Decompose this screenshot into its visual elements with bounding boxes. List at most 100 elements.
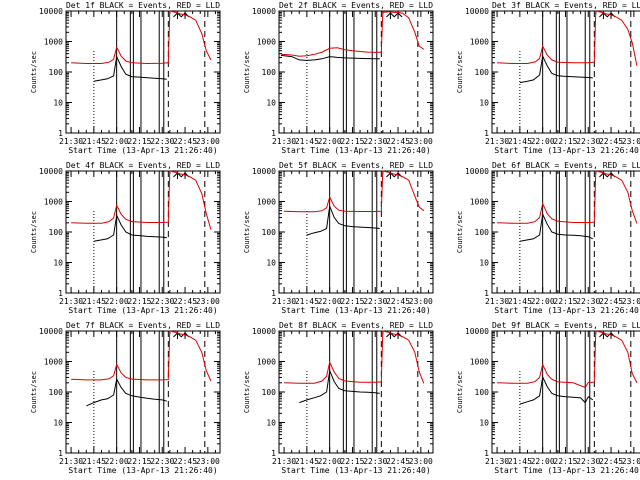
- x-tick-label: 22:45: [173, 137, 197, 146]
- series-events-line: [280, 54, 380, 61]
- y-tick-label: 10000: [465, 7, 489, 16]
- series-events-line: [306, 204, 380, 236]
- y-tick-label: 1: [484, 289, 489, 298]
- x-tick-label: 22:15: [127, 297, 151, 306]
- y-tick-label: 10: [266, 419, 276, 428]
- y-tick-label: 10000: [465, 327, 489, 336]
- plot-frame: [65, 170, 221, 294]
- y-tick-label: 100: [49, 388, 64, 397]
- x-tick-label: 21:45: [295, 137, 319, 146]
- x-tick-label: 21:30: [485, 457, 509, 466]
- x-tick-label: 22:00: [105, 297, 129, 306]
- x-axis-label: Start Time (13-Apr-13 21:26:40): [281, 466, 430, 475]
- x-tick-label: 21:30: [59, 137, 83, 146]
- x-axis-label: Start Time (13-Apr-13 21:26:40): [68, 306, 217, 315]
- panel-title: Det 4f BLACK = Events, RED = LLD: [66, 161, 220, 170]
- x-tick-label: 21:45: [508, 137, 532, 146]
- x-tick-label: 22:00: [531, 457, 555, 466]
- x-tick-label: 22:30: [363, 457, 387, 466]
- y-tick-label: 1000: [257, 38, 276, 47]
- x-tick-label: 21:30: [485, 137, 509, 146]
- y-tick-label: 100: [49, 228, 64, 237]
- series-lld-line: [284, 170, 425, 213]
- x-tick-label: 21:45: [82, 137, 106, 146]
- panel-title: Det 1f BLACK = Events, RED = LLD: [66, 1, 220, 10]
- x-tick-label: 23:00: [622, 137, 640, 146]
- x-tick-label: 22:15: [127, 137, 151, 146]
- y-tick-label: 10: [266, 259, 276, 268]
- x-axis-label: Start Time (13-Apr-13 21:26:40): [281, 146, 430, 155]
- x-tick-label: 22:45: [386, 137, 410, 146]
- series-events-line: [86, 377, 167, 407]
- x-tick-label: 22:45: [386, 457, 410, 466]
- x-tick-label: 21:45: [82, 297, 106, 306]
- series-lld-line: [71, 10, 212, 65]
- x-tick-label: 21:45: [82, 457, 106, 466]
- y-tick-label: 10000: [465, 167, 489, 176]
- panel-title: Det 2f BLACK = Events, RED = LLD: [279, 1, 433, 10]
- x-axis-label: Start Time (13-Apr-13 21:26:40): [494, 466, 640, 475]
- x-tick-label: 22:15: [340, 297, 364, 306]
- panel-title: Det 5f BLACK = Events, RED = LLD: [279, 161, 433, 170]
- x-tick-label: 21:30: [272, 297, 296, 306]
- y-tick-label: 10: [53, 259, 63, 268]
- corner-marker-glyph: [393, 12, 403, 19]
- y-tick-label: 10000: [39, 7, 63, 16]
- y-tick-label: 1: [58, 129, 63, 138]
- series-lld-line: [71, 170, 212, 230]
- y-tick-label: 1000: [44, 198, 63, 207]
- series-events-line: [519, 212, 594, 242]
- series-events-line: [299, 368, 380, 404]
- y-axis-label: Counts/sec: [30, 211, 38, 253]
- x-tick-label: 23:00: [196, 457, 220, 466]
- plot-frame: [65, 10, 221, 134]
- y-tick-label: 100: [475, 228, 490, 237]
- x-tick-label: 23:00: [622, 457, 640, 466]
- corner-marker-glyph: [386, 12, 395, 19]
- x-tick-label: 22:00: [105, 137, 129, 146]
- y-tick-label: 10000: [39, 167, 63, 176]
- panel-title: Det 3f BLACK = Events, RED = LLD: [492, 1, 640, 10]
- x-tick-label: 22:15: [127, 457, 151, 466]
- panel-9: 1 10 100 1000 10000 21:3021:4522:0022:1522:30…: [456, 321, 640, 475]
- x-tick-label: 21:45: [295, 457, 319, 466]
- panel-5: 1 10 100 1000 10000 21:3021:4522:0022:1522:30…: [243, 161, 434, 315]
- series-events-line: [519, 375, 594, 405]
- x-tick-label: 22:00: [531, 137, 555, 146]
- y-axis-label: Counts/sec: [456, 51, 464, 93]
- y-tick-label: 1: [484, 129, 489, 138]
- x-tick-label: 22:30: [150, 137, 174, 146]
- x-axis-label: Start Time (13-Apr-13 21:26:40): [281, 306, 430, 315]
- y-tick-label: 10: [479, 419, 489, 428]
- x-tick-label: 22:00: [105, 457, 129, 466]
- y-tick-label: 1: [484, 449, 489, 458]
- x-tick-label: 22:45: [599, 137, 623, 146]
- x-axis-label: Start Time (13-Apr-13 21:26:40): [494, 306, 640, 315]
- y-tick-label: 1000: [257, 198, 276, 207]
- y-tick-label: 1: [58, 449, 63, 458]
- y-tick-label: 1: [58, 289, 63, 298]
- y-tick-label: 100: [262, 68, 277, 77]
- y-tick-label: 10000: [39, 327, 63, 336]
- x-tick-label: 22:15: [553, 297, 577, 306]
- y-tick-label: 100: [475, 388, 490, 397]
- y-axis-label: Counts/sec: [456, 211, 464, 253]
- x-tick-label: 22:30: [150, 457, 174, 466]
- y-tick-label: 10000: [252, 167, 276, 176]
- y-axis-label: Counts/sec: [30, 371, 38, 413]
- y-tick-label: 1: [271, 129, 276, 138]
- x-tick-label: 21:30: [485, 297, 509, 306]
- x-tick-label: 22:30: [363, 297, 387, 306]
- series-lld-line: [497, 170, 638, 224]
- y-tick-label: 100: [262, 388, 277, 397]
- series-events-line: [93, 213, 167, 242]
- y-tick-label: 1000: [470, 198, 489, 207]
- plot-frame: [491, 330, 640, 454]
- x-tick-label: 21:30: [272, 457, 296, 466]
- plot-frame: [491, 170, 640, 294]
- x-tick-label: 21:30: [59, 297, 83, 306]
- y-axis-label: Counts/sec: [243, 51, 251, 93]
- x-tick-label: 22:30: [576, 297, 600, 306]
- y-axis-label: Counts/sec: [456, 371, 464, 413]
